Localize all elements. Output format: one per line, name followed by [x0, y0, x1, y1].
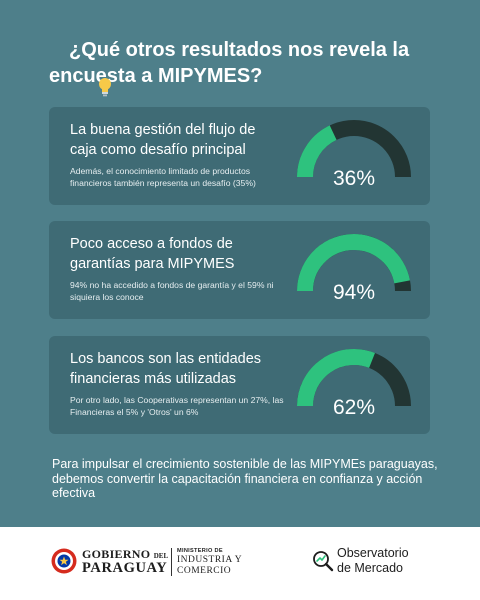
ministerio-line2: INDUSTRIA Y: [177, 555, 243, 565]
gauge-fill: [297, 125, 337, 178]
ministerio-line3: COMERCIO: [177, 566, 232, 576]
gobierno-logo-line1: GOBIERNO DEL: [82, 547, 169, 561]
gauge-chart: [297, 120, 411, 178]
lightbulb-icon: [99, 78, 111, 97]
card-description: Además, el conocimiento limitado de prod…: [70, 166, 256, 188]
ministerio-line1: MINISTERIO DE: [177, 548, 223, 554]
gauge-fill: [297, 234, 410, 292]
gobierno-logo-line2: PARAGUAY: [82, 560, 168, 576]
gauge-fill: [297, 349, 375, 407]
page-title: ¿Qué otros resultados nos revela la encu…: [49, 37, 449, 97]
observatorio-line1: Observatorio: [337, 546, 409, 560]
card-description: Por otro lado, las Cooperativas represen…: [70, 395, 284, 417]
closing-statement: Para impulsar el crecimiento sostenible …: [52, 457, 438, 500]
infographic-panel: ¿Qué otros resultados nos revela la encu…: [49, 37, 449, 500]
card-title: Los bancos son las entidades financieras…: [70, 351, 262, 387]
result-card-guarantee-funds: Poco acceso a fondos de garantías para M…: [49, 221, 430, 319]
percent-value: 62%: [332, 396, 376, 419]
card-title: Poco acceso a fondos de garantías para M…: [70, 236, 235, 272]
percent-value: 36%: [332, 167, 376, 190]
result-card-banks: Los bancos son las entidades financieras…: [49, 336, 430, 434]
card-description: 94% no ha accedido a fondos de garantía …: [70, 280, 274, 302]
gauge-chart: [297, 234, 411, 292]
logo-divider: [171, 548, 172, 576]
result-card-cash-flow: La buena gestión del flujo de caja como …: [49, 107, 430, 205]
percent-value: 94%: [332, 281, 376, 304]
observatorio-line2: de Mercado: [337, 561, 404, 575]
magnifier-chart-icon: [313, 551, 334, 572]
paraguay-seal-icon: [51, 548, 77, 574]
footer-logos: GOBIERNO DEL PARAGUAY MINISTERIO DE INDU…: [0, 527, 480, 600]
gauge-chart: [297, 349, 411, 407]
card-title: La buena gestión del flujo de caja como …: [70, 122, 256, 158]
